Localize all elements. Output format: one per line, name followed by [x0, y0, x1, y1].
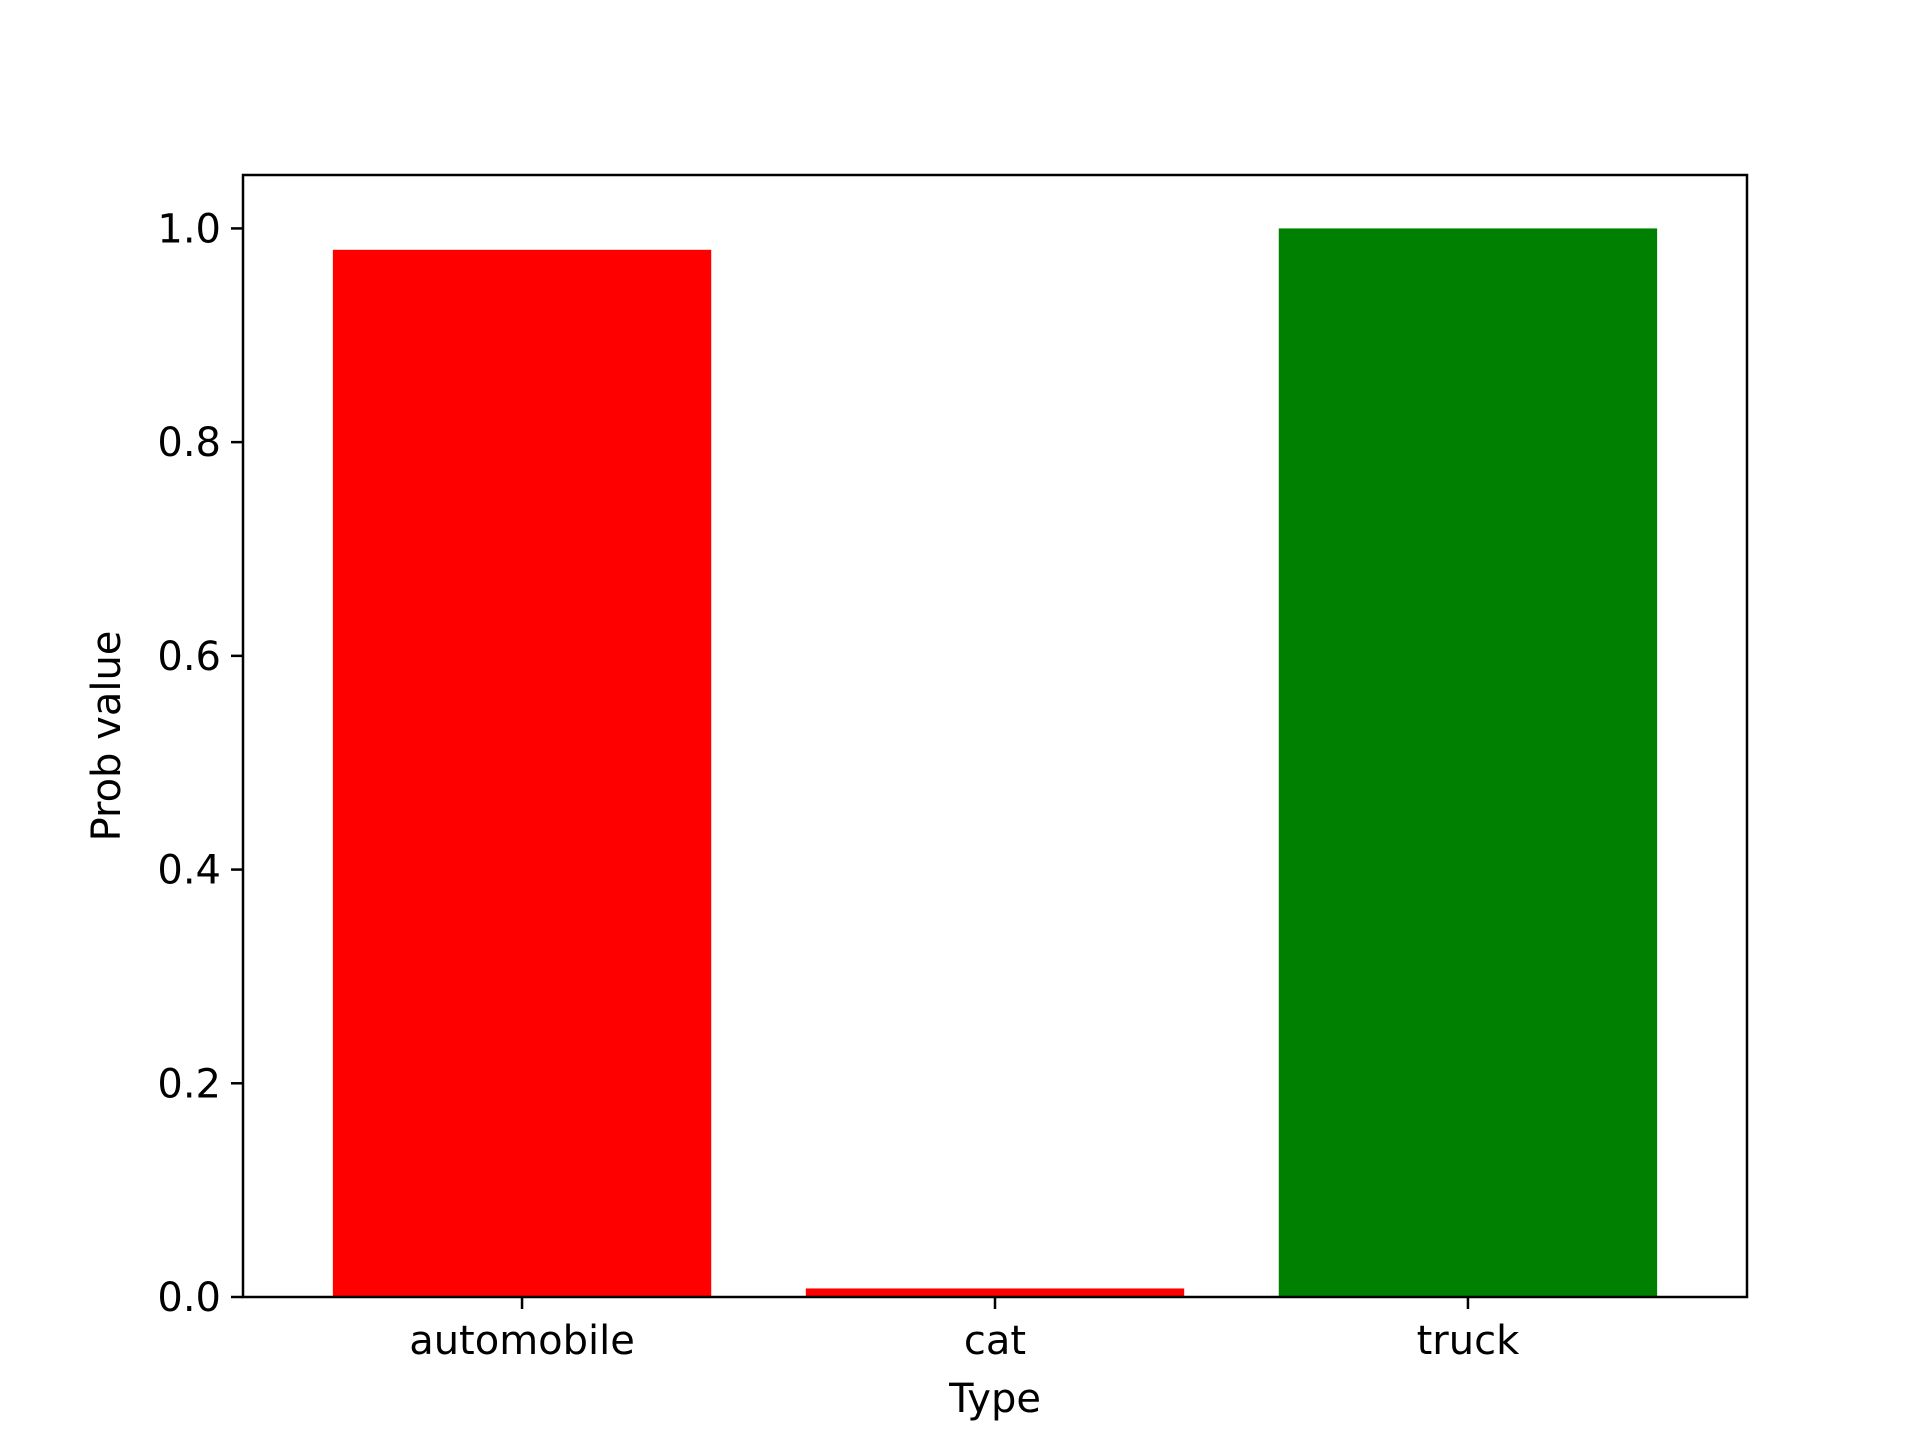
y-tick-label: 0.6	[157, 634, 221, 680]
bar-automobile	[332, 249, 712, 1297]
bar-truck	[1278, 228, 1658, 1297]
x-tick-label-automobile: automobile	[409, 1318, 635, 1364]
y-axis-label: Prob value	[84, 631, 130, 842]
y-tick-label: 1.0	[157, 206, 221, 252]
x-tick-label-cat: cat	[964, 1318, 1026, 1364]
y-tick-label: 0.2	[157, 1061, 221, 1107]
y-tick-label: 0.0	[157, 1275, 221, 1321]
x-axis-label: Type	[948, 1376, 1041, 1422]
bar-cat	[805, 1288, 1185, 1297]
bars-layer	[332, 228, 1658, 1297]
x-tick-label-truck: truck	[1417, 1318, 1520, 1364]
y-tick-label: 0.4	[157, 848, 221, 894]
y-tick-label: 0.8	[157, 420, 221, 466]
axes-layer: 0.0 0.2 0.4 0.6 0.8 1.0 automobile cat truck	[157, 173, 1749, 1364]
